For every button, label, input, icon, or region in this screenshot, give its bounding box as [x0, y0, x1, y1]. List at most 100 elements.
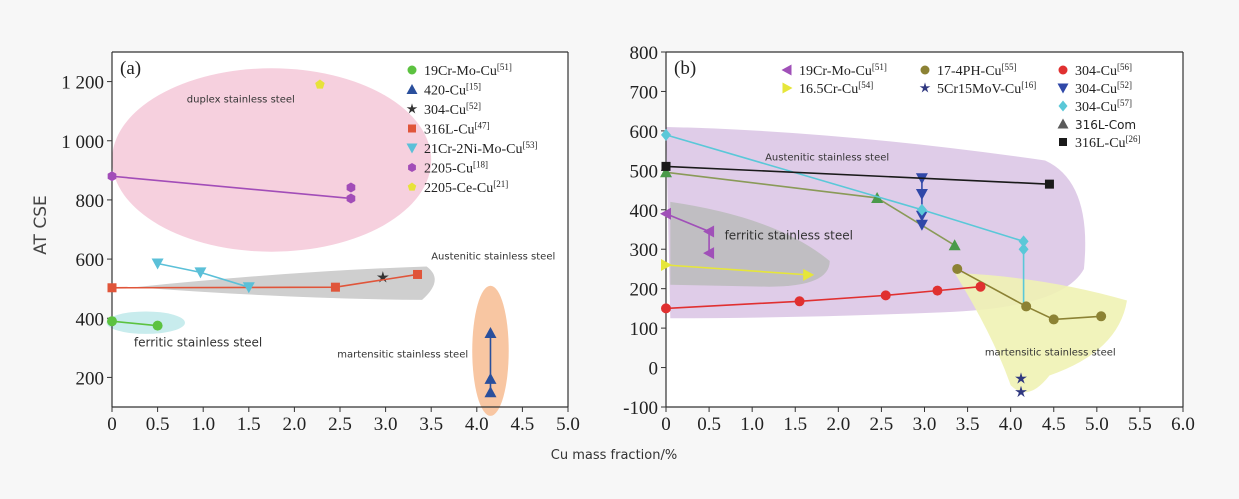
legend-label-316l-cu: 316L-Cu[26]	[1075, 134, 1141, 151]
x-tick-label: 2.5	[328, 414, 352, 435]
data-point-316l-cu	[413, 269, 423, 279]
legend-marker-19cr-mo-cu-icon	[407, 65, 417, 75]
data-point-2205-cu	[346, 182, 356, 193]
data-point-304-cu	[376, 271, 389, 283]
legend-item: 17-4PH-Cu[55]	[920, 62, 1017, 79]
data-point-21cr-2ni-mo-cu	[194, 267, 207, 279]
data-point-19cr-mo-cu	[703, 247, 715, 260]
y-tick-label: 1 200	[61, 73, 104, 94]
y-axis-label: AT CSE	[31, 195, 51, 255]
legend-item: 16.5Cr-Cu[54]	[782, 80, 873, 97]
x-tick-label: 1.0	[740, 414, 764, 435]
legend-item: 21Cr-2Ni-Mo-Cu[53]	[406, 140, 538, 157]
data-point-304-cu	[661, 128, 671, 141]
data-point-420-cu	[484, 372, 497, 384]
series-line	[665, 165, 1050, 185]
x-tick-label: 5.0	[556, 414, 580, 435]
x-tick-label: 0.5	[697, 414, 721, 435]
x-tick-label: 3.5	[956, 414, 980, 435]
legend-item: 316L-Cu[47]	[408, 121, 490, 138]
series-304-cu	[376, 271, 389, 283]
x-tick-label: 1.5	[237, 414, 261, 435]
legend-label-2205-cu: 2205-Cu[18]	[424, 160, 488, 177]
data-point-17-4ph-cu	[1021, 301, 1032, 312]
x-tick-label: 0	[107, 414, 117, 435]
x-tick-label: 3.0	[374, 414, 398, 435]
region-duplex	[112, 68, 432, 252]
legend-label-19cr-mo-cu: 19Cr-Mo-Cu[51]	[799, 62, 887, 79]
x-tick-label: 6.0	[1171, 414, 1195, 435]
y-tick-label: 800	[630, 43, 659, 64]
series-5cr15mov-cu-16	[1015, 372, 1027, 398]
x-tick-label: 5.0	[1085, 414, 1109, 435]
legend-label-316l-cu: 316L-Cu[47]	[424, 121, 490, 138]
data-point-304-cu	[661, 303, 671, 314]
legend-label-5cr15mov-cu: 5Cr15MoV-Cu[16]	[937, 80, 1036, 97]
x-tick-label: 0.5	[146, 414, 170, 435]
legend-marker-2205-ce-cu-icon	[407, 182, 417, 191]
data-point-304-cu	[975, 281, 986, 292]
series-line	[111, 175, 352, 200]
series-17-4ph-cu-55	[952, 263, 1107, 325]
data-point-316l-cu	[330, 282, 340, 292]
data-point-304-cu	[880, 290, 891, 301]
x-tick-label: 5.5	[1128, 414, 1152, 435]
x-tick-label: 4.0	[999, 414, 1023, 435]
series-420-cu	[484, 327, 497, 398]
data-point-304-cu	[1018, 243, 1029, 256]
legend-label-16-5cr-cu: 16.5Cr-Cu[54]	[799, 80, 873, 97]
series-line	[665, 264, 809, 276]
series-2205-ce-cu	[315, 79, 325, 89]
data-point-2205-cu	[346, 193, 356, 204]
legend-marker-304-cu-icon	[1057, 83, 1069, 94]
data-point-316l-cu	[661, 161, 671, 171]
y-tick-label: 600	[76, 250, 105, 271]
y-tick-label: 800	[76, 191, 105, 212]
data-point-5cr15mov-cu	[1015, 372, 1027, 384]
data-point-420-cu	[484, 386, 497, 398]
data-point-connector	[948, 239, 961, 251]
x-tick-label: 2.5	[870, 414, 894, 435]
y-tick-label: 500	[630, 161, 659, 182]
legend-item: 19Cr-Mo-Cu[51]	[407, 62, 512, 79]
legend-label-19cr-mo-cu: 19Cr-Mo-Cu[51]	[424, 62, 512, 79]
data-point-304-cu	[1018, 235, 1029, 248]
y-tick-label: 400	[630, 201, 659, 222]
legend-marker-316l-cu-icon	[408, 124, 416, 133]
x-tick-label: 1.0	[191, 414, 215, 435]
y-tick-label: -100	[623, 398, 658, 419]
legend-marker-304-cu-icon	[1058, 65, 1068, 75]
data-point-304-cu	[915, 210, 928, 222]
series-316l-cu	[107, 269, 423, 293]
legend-label-2205-ce-cu: 2205-Ce-Cu[21]	[424, 179, 508, 196]
legend-item: 316L-Com	[1057, 118, 1136, 132]
x-tick-label: 2.0	[283, 414, 307, 435]
legend-marker-16-5cr-cu-icon	[782, 82, 793, 94]
data-point-316l-cu	[1044, 179, 1054, 189]
legend-marker-21cr-2ni-mo-cu-icon	[406, 143, 418, 154]
region-label-austenitic: Austenitic stainless steel	[765, 152, 889, 163]
region-label-martensitic: martensitic stainless steel	[985, 348, 1116, 359]
legend-item: 316L-Cu[26]	[1059, 134, 1141, 151]
region-austenitic	[134, 266, 435, 300]
region-ferritic	[106, 311, 185, 334]
data-point-420-cu	[484, 327, 497, 339]
data-point-17-4ph-cu	[952, 263, 963, 274]
data-point-304-cu	[794, 296, 805, 307]
data-point-304-cu	[915, 189, 928, 200]
legend-marker-316l-com-icon	[1057, 118, 1069, 129]
x-tick-label: 3.0	[913, 414, 937, 435]
series-304-cu-56	[661, 281, 986, 314]
data-point-304-cu	[916, 203, 927, 216]
region-ferritic	[670, 201, 830, 287]
panel-a: duplex stainless steel Austenitic stainle…	[61, 51, 580, 435]
y-tick-label: 200	[76, 368, 105, 389]
legend-label-17-4ph-cu: 17-4PH-Cu[55]	[937, 62, 1017, 79]
panel-label-a: (a)	[120, 58, 141, 79]
y-tick-label: 100	[630, 319, 659, 340]
data-point-21cr-2ni-mo-cu	[151, 258, 164, 270]
data-point-2205-cu	[107, 171, 117, 182]
data-point-5cr15mov-cu	[1015, 385, 1027, 398]
panel-label-b: (b)	[674, 58, 696, 79]
series-16-5cr-cu-54	[661, 259, 815, 281]
